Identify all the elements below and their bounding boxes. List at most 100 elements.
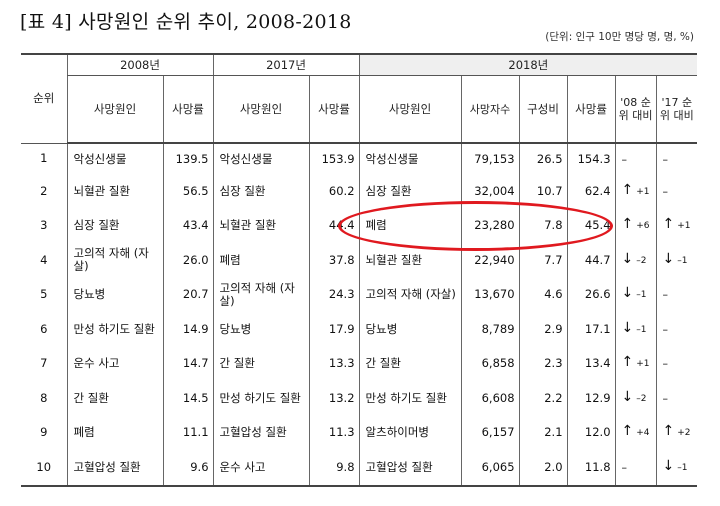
- rate-2018-cell: 44.7: [566, 243, 616, 278]
- rate-2008-cell: 14.5: [162, 381, 214, 416]
- rate-2008-cell: 14.7: [162, 346, 214, 381]
- rank-cell: 8: [40, 390, 48, 405]
- deaths-2018-cell: 32,004: [460, 174, 520, 209]
- rate-2008-cell: 20.7: [162, 277, 214, 312]
- cause-2017-cell: 운수 사고: [212, 450, 310, 487]
- cause-2008-cell: 만성 하기도 질환: [66, 312, 163, 347]
- rank-change-value: –: [662, 184, 669, 198]
- rank-change-value: +6: [636, 221, 650, 232]
- cause-2018-cell: 만성 하기도 질환: [358, 381, 462, 416]
- rank-change-value: –1: [677, 462, 688, 473]
- rate-2008-header: 사망률: [162, 75, 214, 144]
- chg08-cell: ↑ +4: [614, 415, 657, 450]
- deaths-2018-header: 사망자수: [460, 75, 520, 144]
- rank-header: 순위: [21, 53, 67, 144]
- rank-change-value: –: [621, 152, 628, 166]
- cause-2008-cell: 폐렴: [66, 415, 163, 450]
- table-row: 4 고의적 자해 (자살) 26.0 폐렴 37.8 뇌혈관 질환 22,940 7.7 44.…: [21, 243, 698, 278]
- rank-change-value: –1: [677, 255, 688, 266]
- share-2018-cell: 10.7: [518, 174, 568, 209]
- rank-change-arrow: ↑: [621, 423, 634, 440]
- share-2018-cell: 2.1: [518, 415, 568, 450]
- rank-change-value: –1: [636, 324, 647, 335]
- chg08-cell: ↓ –1: [614, 277, 657, 312]
- rate-2008-cell: 9.6: [162, 450, 214, 487]
- cause-2008-cell: 심장 질환: [66, 208, 163, 243]
- rate-2017-cell: 44.4: [308, 208, 360, 243]
- cause-2008-cell: 간 질환: [66, 381, 163, 416]
- rank-change-value: +4: [636, 428, 650, 439]
- cause-2018-cell: 알츠하이머병: [358, 415, 462, 450]
- chg08-cell: ↑ +1: [614, 174, 657, 209]
- unit-note: (단위: 인구 10만 명당 명, 명, %): [545, 31, 694, 43]
- rate-2017-cell: 60.2: [308, 174, 360, 209]
- rank-change-value: +1: [677, 221, 691, 232]
- cause-2017-cell: 고의적 자해 (자살): [212, 277, 310, 312]
- rank-change-arrow: ↑: [662, 216, 675, 233]
- cause-2008-cell: 당뇨병: [66, 277, 163, 312]
- cause-2018-cell: 고의적 자해 (자살): [358, 277, 462, 312]
- rate-2018-cell: 11.8: [566, 450, 616, 487]
- share-2018-header: 구성비: [518, 75, 568, 144]
- deaths-2018-cell: 6,157: [460, 415, 520, 450]
- chg08-cell: ↓ –2: [614, 243, 657, 278]
- chg17-cell: –: [655, 381, 698, 416]
- cause-2018-cell: 당뇨병: [358, 312, 462, 347]
- rate-2018-cell: 45.4: [566, 208, 616, 243]
- rank-change-value: +1: [636, 186, 650, 197]
- deaths-2018-cell: 6,858: [460, 346, 520, 381]
- cause-2017-cell: 고혈압성 질환: [212, 415, 310, 450]
- cause-2008-cell: 운수 사고: [66, 346, 163, 381]
- rate-2018-cell: 17.1: [566, 312, 616, 347]
- rate-2017-cell: 13.2: [308, 381, 360, 416]
- rank-change-value: +2: [677, 428, 691, 439]
- year-2008-header: 2008년: [66, 53, 214, 76]
- cause-2018-cell: 간 질환: [358, 346, 462, 381]
- chg17-header: '17 순위 대비: [655, 75, 698, 144]
- year-2018-header: 2018년: [358, 53, 698, 76]
- table-row: 10 고혈압성 질환 9.6 운수 사고 9.8 고혈압성 질환 6,065 2.0 11.8–…: [21, 450, 698, 487]
- rank-cell: 9: [40, 425, 48, 440]
- cause-2017-cell: 만성 하기도 질환: [212, 381, 310, 416]
- deaths-2018-cell: 8,789: [460, 312, 520, 347]
- rank-change-value: –: [662, 152, 669, 166]
- rate-2008-cell: 56.5: [162, 174, 214, 209]
- rate-2017-header: 사망률: [308, 75, 360, 144]
- rank-cell: 6: [40, 321, 48, 336]
- cause-2008-cell: 뇌혈관 질환: [66, 174, 163, 209]
- rank-change-value: –2: [636, 255, 647, 266]
- rank-change-value: –: [662, 357, 669, 371]
- cause-2008-cell: 악성신생물: [66, 143, 163, 174]
- chg08-cell: –: [614, 450, 657, 487]
- rate-2018-cell: 26.6: [566, 277, 616, 312]
- rank-change-value: –: [621, 460, 628, 474]
- rate-2018-cell: 12.0: [566, 415, 616, 450]
- rank-change-value: –: [662, 391, 669, 405]
- cause-2017-cell: 당뇨병: [212, 312, 310, 347]
- chg17-cell: –: [655, 277, 698, 312]
- cause-2018-cell: 심장 질환: [358, 174, 462, 209]
- rate-2017-cell: 24.3: [308, 277, 360, 312]
- cause-2017-cell: 폐렴: [212, 243, 310, 278]
- chg17-cell: ↑ +1: [655, 208, 698, 243]
- deaths-2018-cell: 13,670: [460, 277, 520, 312]
- rank-change-arrow: ↓: [662, 457, 675, 474]
- rank-change-value: –2: [636, 393, 647, 404]
- rate-2017-cell: 9.8: [308, 450, 360, 487]
- rank-change-value: –: [662, 322, 669, 336]
- rank-change-arrow: ↓: [621, 285, 634, 302]
- chg08-cell: ↓ –1: [614, 312, 657, 347]
- chg17-cell: ↑ +2: [655, 415, 698, 450]
- rank-change-value: –1: [636, 290, 647, 301]
- rank-change-arrow: ↑: [621, 354, 634, 371]
- cause-2017-header: 사망원인: [212, 75, 310, 144]
- table-row: 6 만성 하기도 질환 14.9 당뇨병 17.9 당뇨병 8,789 2.9 17.1 ↓ –1–: [21, 312, 698, 347]
- cause-2018-cell: 악성신생물: [358, 143, 462, 174]
- rate-2018-cell: 13.4: [566, 346, 616, 381]
- cause-2018-header: 사망원인: [358, 75, 462, 144]
- rank-cell: 2: [40, 183, 48, 198]
- rank-cell: 4: [40, 252, 48, 267]
- cause-2008-header: 사망원인: [66, 75, 163, 144]
- table-row: 9 폐렴 11.1 고혈압성 질환 11.3 알츠하이머병 6,157 2.1 12.0 ↑ +4 ↑…: [21, 415, 698, 450]
- table-row: 2 뇌혈관 질환 56.5 심장 질환 60.2 심장 질환 32,004 10.7 62.4 ↑…: [21, 174, 698, 209]
